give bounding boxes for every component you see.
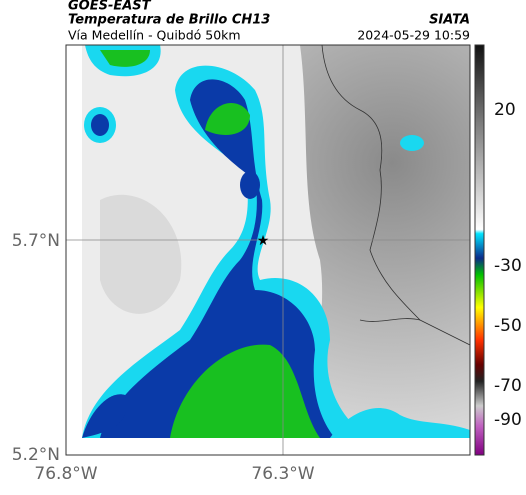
route-label: Vía Medellín - Quibdó 50km (68, 28, 241, 43)
map-frame (65, 44, 471, 456)
colorbar-label: 20 (494, 100, 516, 120)
colorbar-label: -30 (494, 256, 522, 276)
source-label: SIATA (429, 13, 470, 28)
colorbar-label: -90 (494, 410, 522, 430)
satellite-title: GOES-EAST (68, 0, 152, 14)
colorbar-label: -70 (494, 376, 522, 396)
y-tick-label: 5.7°N (12, 231, 60, 251)
colorbar-label: -50 (494, 316, 522, 336)
satellite-image (82, 45, 470, 438)
product-title: Temperatura de Brillo CH13 (68, 13, 270, 28)
x-tick-label: 76.8°W (34, 464, 97, 484)
y-tick-label: 5.2°N (12, 445, 60, 465)
location-star: ★ (257, 233, 270, 249)
x-tick-label: 76.3°W (251, 464, 314, 484)
datetime-label: 2024-05-29 10:59 (357, 28, 470, 43)
colorbar (474, 44, 485, 456)
